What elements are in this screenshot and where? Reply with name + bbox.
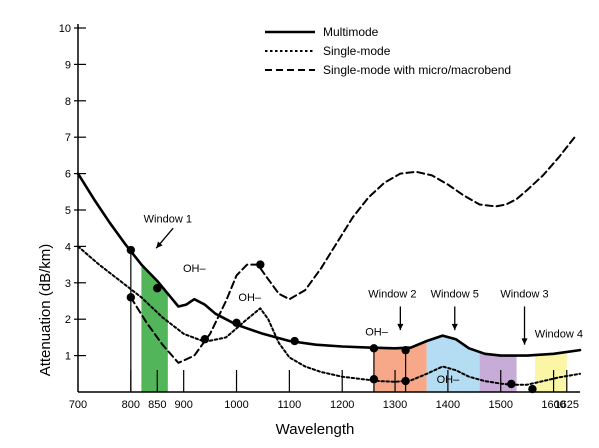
data-point-marker bbox=[232, 318, 241, 328]
annotation-arrow-icon bbox=[397, 323, 404, 331]
data-point-marker bbox=[153, 284, 162, 293]
x-axis-title: Wavelength bbox=[276, 421, 355, 438]
x-tick-label: 1400 bbox=[436, 399, 460, 411]
data-point-marker bbox=[369, 344, 379, 353]
legend-label: Single-mode with micro/macrobend bbox=[323, 63, 511, 77]
legend-label: Single-mode bbox=[323, 44, 391, 58]
y-tick-label: 1 bbox=[65, 351, 71, 363]
data-point-marker bbox=[256, 260, 265, 269]
window-band-1 bbox=[141, 173, 168, 392]
series-line-single-mode bbox=[77, 245, 581, 386]
x-tick-label: 850 bbox=[148, 399, 166, 411]
x-tick-label: 1000 bbox=[224, 399, 248, 411]
annotation-window1: Window 1 bbox=[144, 214, 192, 226]
data-point-marker bbox=[126, 245, 136, 255]
y-tick-label: 8 bbox=[65, 96, 71, 108]
y-tick-label: 5 bbox=[65, 205, 71, 217]
x-tick-label: 1100 bbox=[278, 399, 302, 411]
x-tick-label: 900 bbox=[175, 399, 193, 411]
annotation-oh4: OH– bbox=[437, 374, 461, 386]
data-point-marker bbox=[401, 345, 410, 355]
y-tick-label: 9 bbox=[65, 59, 71, 71]
data-point-marker bbox=[126, 293, 136, 302]
x-tick-label: 700 bbox=[69, 399, 87, 411]
data-point-marker bbox=[369, 375, 379, 384]
annotation-window2: Window 2 bbox=[368, 288, 416, 300]
data-point-marker bbox=[507, 379, 516, 389]
annotation-window5: Window 5 bbox=[431, 288, 479, 300]
annotation-window3: Window 3 bbox=[500, 288, 548, 300]
annotation-arrow-icon bbox=[521, 338, 528, 345]
annotation-oh2: OH– bbox=[238, 292, 262, 304]
annotation-oh1: OH– bbox=[183, 263, 207, 275]
x-tick-label: 1600 bbox=[541, 399, 565, 411]
y-tick-label: 2 bbox=[65, 314, 71, 326]
x-tick-label: 1300 bbox=[383, 399, 407, 411]
y-tick-label: 4 bbox=[65, 241, 71, 253]
y-tick-label: 7 bbox=[65, 132, 71, 144]
annotation-arrow-icon bbox=[156, 241, 163, 249]
y-axis-title: Attenuation (dB/km) bbox=[37, 244, 54, 377]
y-tick-label: 6 bbox=[65, 169, 71, 181]
x-tick-label: 1625 bbox=[555, 399, 579, 411]
x-tick-label: 800 bbox=[122, 399, 140, 411]
data-point-marker bbox=[290, 336, 299, 346]
series-line-single-mode-with-micro-macrobend bbox=[129, 136, 576, 364]
x-tick-label: 1500 bbox=[488, 399, 512, 411]
y-tick-label: 3 bbox=[65, 278, 71, 290]
annotation-window4: Window 4 bbox=[535, 328, 583, 340]
series-line-multimode bbox=[76, 172, 582, 357]
y-tick-label: 10 bbox=[59, 23, 71, 35]
data-point-marker bbox=[528, 384, 537, 394]
data-point-marker bbox=[401, 376, 410, 386]
data-point-marker bbox=[200, 335, 210, 344]
x-tick-label: 1200 bbox=[330, 399, 354, 411]
annotation-oh3: OH– bbox=[365, 327, 389, 339]
window-band-4 bbox=[479, 173, 517, 392]
legend-label: Multimode bbox=[323, 25, 379, 39]
annotation-arrow-icon bbox=[451, 323, 458, 331]
